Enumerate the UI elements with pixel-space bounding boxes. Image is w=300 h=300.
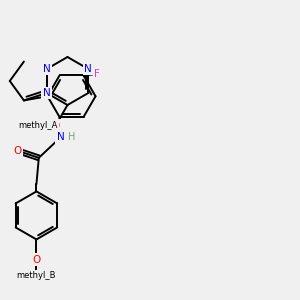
- Text: methyl_A: methyl_A: [19, 121, 58, 130]
- Text: O: O: [32, 255, 40, 265]
- Text: N: N: [43, 88, 51, 98]
- Text: N: N: [43, 64, 51, 74]
- Text: O: O: [13, 146, 21, 156]
- Text: N: N: [84, 64, 92, 74]
- Text: O: O: [51, 121, 60, 131]
- Text: N: N: [57, 132, 64, 142]
- Text: F: F: [94, 69, 100, 79]
- Text: H: H: [68, 132, 76, 142]
- Text: methyl_B: methyl_B: [17, 271, 56, 280]
